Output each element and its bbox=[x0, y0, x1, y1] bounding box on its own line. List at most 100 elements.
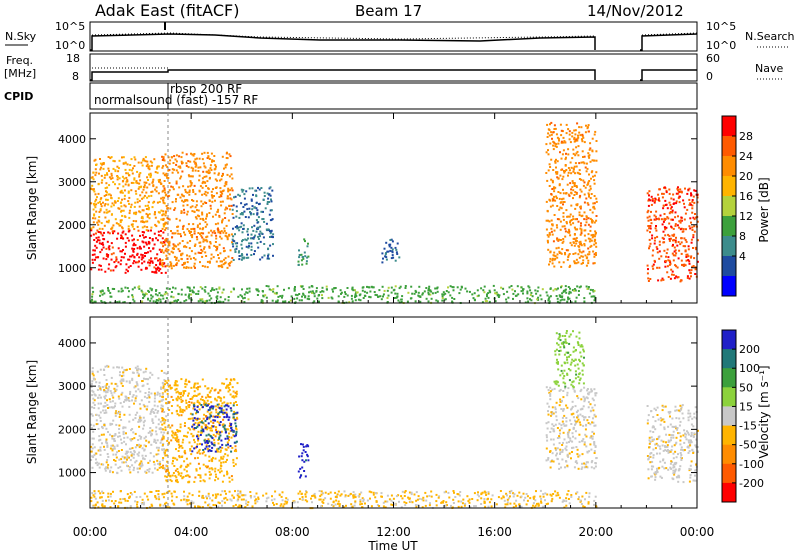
echo-cell bbox=[221, 155, 224, 158]
echo-cell bbox=[155, 257, 158, 260]
echo-cell bbox=[217, 229, 220, 232]
echo-cell bbox=[687, 451, 690, 454]
echo-cell bbox=[120, 256, 123, 259]
echo-cell bbox=[688, 277, 691, 280]
echo-cell bbox=[566, 183, 569, 186]
echo-cell bbox=[206, 223, 209, 226]
echo-cell bbox=[210, 152, 213, 155]
echo-cell bbox=[103, 224, 106, 227]
power-echo-region bbox=[161, 151, 234, 270]
freq-strip: Freq. [MHz] 18 8 Nave 60 0 bbox=[4, 52, 783, 83]
echo-cell bbox=[366, 285, 368, 288]
echo-cell bbox=[508, 286, 511, 289]
echo-cell bbox=[592, 421, 595, 424]
echo-cell bbox=[559, 374, 562, 377]
echo-cell bbox=[648, 247, 650, 250]
echo-cell bbox=[136, 261, 139, 264]
echo-cell bbox=[694, 268, 697, 271]
echo-cell bbox=[140, 419, 143, 422]
echo-cell bbox=[691, 226, 694, 229]
echo-cell bbox=[195, 427, 198, 429]
echo-cell bbox=[257, 246, 260, 249]
echo-cell bbox=[296, 297, 299, 300]
echo-cell bbox=[146, 196, 149, 199]
echo-cell bbox=[649, 278, 652, 280]
echo-cell bbox=[218, 243, 221, 246]
echo-cell bbox=[569, 291, 572, 294]
echo-cell bbox=[272, 288, 275, 291]
echo-cell bbox=[553, 229, 556, 232]
echo-cell bbox=[116, 187, 119, 190]
echo-cell bbox=[555, 133, 558, 136]
echo-cell bbox=[95, 210, 98, 213]
echo-cell bbox=[185, 407, 188, 410]
echo-cell bbox=[116, 472, 119, 475]
echo-cell bbox=[235, 245, 238, 248]
echo-cell bbox=[115, 410, 118, 413]
echo-cell bbox=[109, 301, 112, 304]
echo-cell bbox=[673, 277, 676, 280]
echo-cell bbox=[173, 384, 176, 387]
echo-cell bbox=[218, 422, 221, 425]
echo-cell bbox=[664, 204, 667, 206]
echo-cell bbox=[594, 233, 597, 236]
echo-cell bbox=[99, 420, 102, 422]
echo-cell bbox=[139, 418, 142, 421]
echo-cell bbox=[113, 447, 116, 450]
echo-cell bbox=[136, 198, 139, 201]
echo-cell bbox=[238, 226, 241, 229]
echo-cell bbox=[567, 171, 570, 174]
echo-cell bbox=[218, 179, 221, 182]
echo-cell bbox=[142, 221, 144, 223]
echo-cell bbox=[162, 157, 165, 160]
echo-cell bbox=[575, 373, 578, 376]
echo-cell bbox=[115, 388, 118, 391]
echo-cell bbox=[670, 197, 673, 200]
echo-cell bbox=[189, 428, 192, 431]
echo-cell bbox=[570, 244, 573, 247]
echo-cell bbox=[234, 419, 237, 422]
echo-cell bbox=[120, 234, 123, 237]
echo-cell bbox=[184, 382, 187, 385]
echo-cell bbox=[168, 287, 171, 290]
echo-cell bbox=[587, 217, 590, 220]
echo-cell bbox=[221, 446, 224, 449]
echo-cell bbox=[125, 452, 128, 455]
echo-cell bbox=[224, 181, 227, 184]
echo-cell bbox=[259, 235, 261, 238]
echo-cell bbox=[594, 238, 597, 241]
echo-cell bbox=[565, 351, 568, 354]
echo-cell bbox=[121, 405, 124, 408]
echo-cell bbox=[555, 247, 558, 250]
echo-cell bbox=[154, 211, 156, 214]
echo-cell bbox=[592, 295, 595, 298]
echo-cell bbox=[434, 287, 437, 290]
echo-cell bbox=[161, 263, 163, 266]
echo-cell bbox=[235, 412, 238, 415]
echo-cell bbox=[161, 395, 164, 398]
echo-cell bbox=[155, 299, 158, 301]
echo-cell bbox=[182, 392, 185, 395]
echo-cell bbox=[192, 189, 195, 191]
echo-cell bbox=[687, 259, 690, 261]
echo-cell bbox=[671, 245, 674, 247]
echo-cell bbox=[165, 193, 168, 196]
echo-cell bbox=[562, 409, 565, 412]
echo-cell bbox=[680, 237, 683, 240]
echo-cell bbox=[171, 201, 174, 204]
echo-cell bbox=[155, 426, 158, 429]
echo-cell bbox=[556, 226, 559, 229]
echo-cell bbox=[547, 457, 550, 459]
echo-cell bbox=[185, 457, 188, 460]
echo-cell bbox=[191, 210, 194, 213]
echo-cell bbox=[383, 247, 386, 250]
echo-cell bbox=[585, 197, 588, 200]
echo-cell bbox=[236, 416, 238, 419]
echo-cell bbox=[262, 199, 265, 201]
echo-cell bbox=[304, 296, 307, 299]
echo-cell bbox=[553, 380, 556, 383]
echo-cell bbox=[564, 158, 567, 161]
echo-cell bbox=[103, 194, 106, 197]
echo-cell bbox=[193, 227, 196, 230]
echo-cell bbox=[224, 164, 227, 167]
